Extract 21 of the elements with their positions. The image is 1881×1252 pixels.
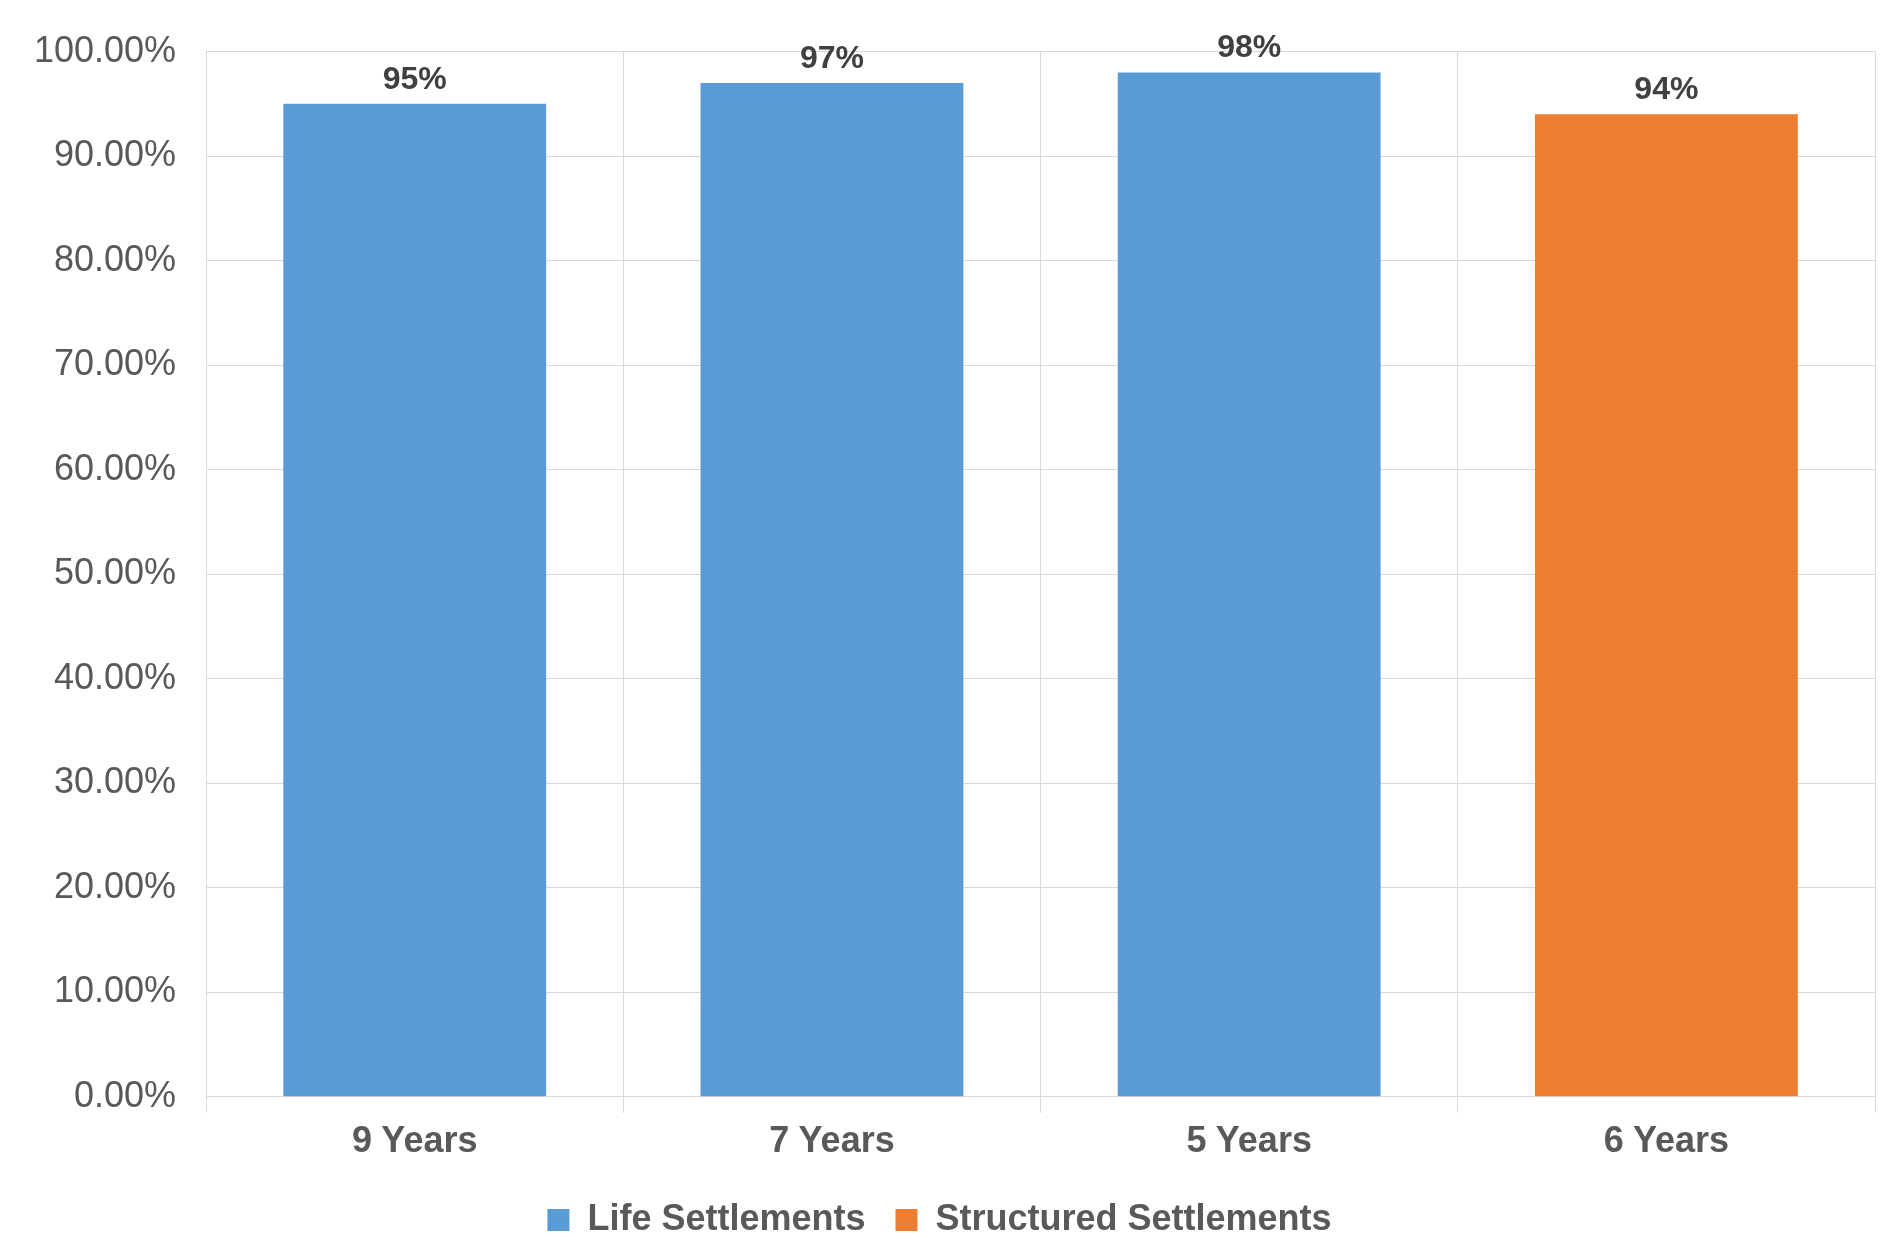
y-tick-label: 0.00% bbox=[74, 1073, 177, 1115]
y-tick-label: 50.00% bbox=[54, 551, 177, 593]
y-tick-label: 40.00% bbox=[54, 655, 177, 697]
x-tick-label: 6 Years bbox=[1603, 1119, 1730, 1161]
y-tick-label: 90.00% bbox=[54, 133, 177, 175]
y-tick-label: 30.00% bbox=[54, 760, 177, 802]
data-label: 94% bbox=[1634, 70, 1699, 107]
y-tick-label: 20.00% bbox=[54, 864, 177, 906]
y-tick-label: 60.00% bbox=[54, 446, 177, 488]
x-tick-label: 9 Years bbox=[351, 1119, 478, 1161]
y-tick-label: 80.00% bbox=[54, 237, 177, 279]
legend-label: Structured Settlements bbox=[935, 1196, 1332, 1238]
legend-label: Life Settlements bbox=[587, 1196, 866, 1238]
y-tick-label: 100.00% bbox=[33, 28, 177, 70]
x-tick-label: 7 Years bbox=[769, 1119, 895, 1161]
data-label: 95% bbox=[382, 59, 447, 96]
data-label: 97% bbox=[799, 38, 864, 75]
y-tick-label: 70.00% bbox=[54, 342, 177, 384]
data-label: 98% bbox=[1217, 28, 1282, 65]
y-tick-label: 10.00% bbox=[54, 969, 177, 1011]
x-tick-label: 5 Years bbox=[1186, 1119, 1312, 1161]
